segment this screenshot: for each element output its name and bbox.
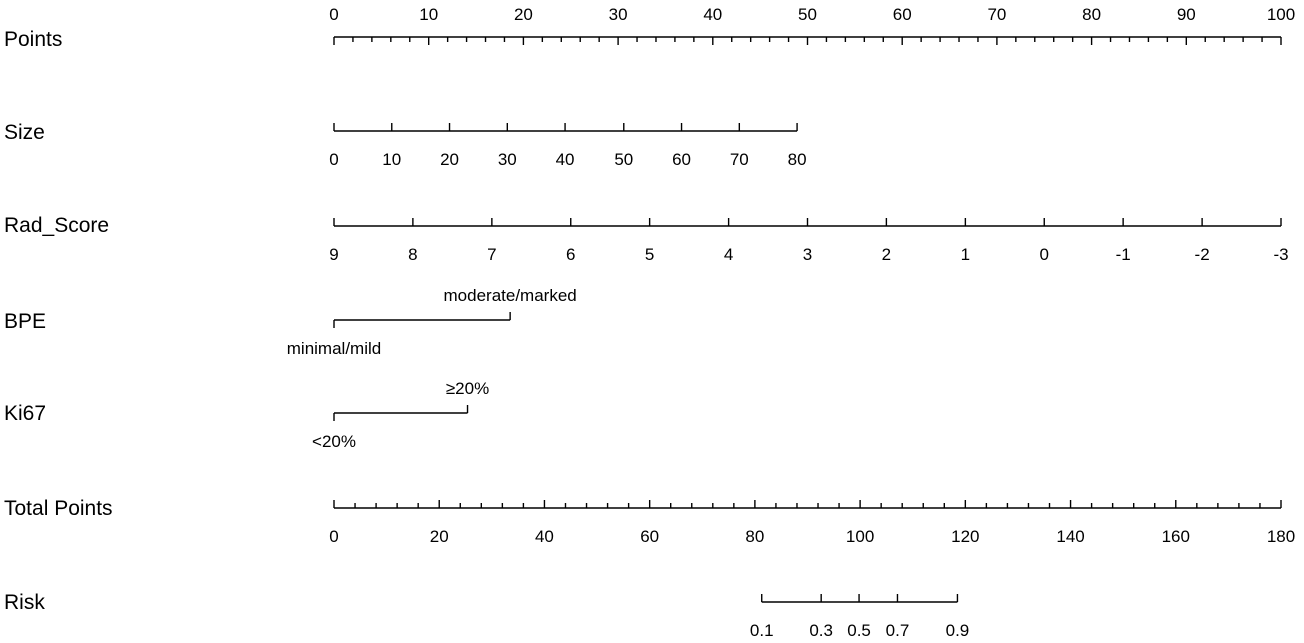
rad-score-tick-label-9: 9 xyxy=(329,245,338,264)
risk-tick-label-0-1: 0.1 xyxy=(750,621,774,640)
row-label-bpe: BPE xyxy=(4,310,46,333)
bpe-level-label-moderate-marked: moderate/marked xyxy=(444,286,577,305)
total-points-tick-label-20: 20 xyxy=(430,527,449,546)
risk-tick-label-0-3: 0.3 xyxy=(809,621,833,640)
points-tick-label-60: 60 xyxy=(893,5,912,24)
total-points-tick-label-160: 160 xyxy=(1162,527,1190,546)
rad-score-tick-label-8: 8 xyxy=(408,245,417,264)
size-tick-label-60: 60 xyxy=(672,150,691,169)
rad-score-tick-label-1: -1 xyxy=(1116,245,1131,264)
row-label-total-points: Total Points xyxy=(4,497,113,520)
rad-score-tick-label-4: 4 xyxy=(724,245,733,264)
ki67-level-label-lt20pct: <20% xyxy=(312,432,356,451)
ki67-level-label-ge20pct: ≥20% xyxy=(446,379,489,398)
size-tick-label-0: 0 xyxy=(329,150,338,169)
risk-tick-label-0-5: 0.5 xyxy=(847,621,871,640)
row-label-points: Points xyxy=(4,28,62,51)
points-tick-label-40: 40 xyxy=(703,5,722,24)
rad-score-tick-label-0: 0 xyxy=(1040,245,1049,264)
points-tick-label-10: 10 xyxy=(419,5,438,24)
size-tick-label-50: 50 xyxy=(614,150,633,169)
row-labels: Points Size Rad_Score BPE Ki67 Total Poi… xyxy=(4,28,113,614)
rad-score-tick-label-2: -2 xyxy=(1195,245,1210,264)
row-label-ki67: Ki67 xyxy=(4,402,46,425)
total-points-tick-label-80: 80 xyxy=(745,527,764,546)
rad-score-tick-label-3: 3 xyxy=(803,245,812,264)
rad-score-tick-label-7: 7 xyxy=(487,245,496,264)
rad-score-tick-label-2: 2 xyxy=(882,245,891,264)
total-points-tick-label-120: 120 xyxy=(951,527,979,546)
points-tick-label-100: 100 xyxy=(1267,5,1295,24)
points-tick-label-0: 0 xyxy=(329,5,338,24)
rad-score-tick-label-1: 1 xyxy=(961,245,970,264)
size-tick-label-80: 80 xyxy=(788,150,807,169)
row-label-size: Size xyxy=(4,121,45,144)
size-tick-label-70: 70 xyxy=(730,150,749,169)
bpe-level-label-minimal-mild: minimal/mild xyxy=(287,339,381,358)
row-label-risk: Risk xyxy=(4,591,45,614)
size-tick-label-40: 40 xyxy=(556,150,575,169)
points-tick-label-70: 70 xyxy=(987,5,1006,24)
points-tick-label-80: 80 xyxy=(1082,5,1101,24)
rad-score-tick-label-5: 5 xyxy=(645,245,654,264)
points-tick-label-20: 20 xyxy=(514,5,533,24)
points-tick-label-50: 50 xyxy=(798,5,817,24)
rad-score-tick-label-3: -3 xyxy=(1273,245,1288,264)
total-points-tick-label-140: 140 xyxy=(1056,527,1084,546)
row-label-rad-score: Rad_Score xyxy=(4,214,109,237)
points-tick-label-30: 30 xyxy=(609,5,628,24)
points-tick-label-90: 90 xyxy=(1177,5,1196,24)
size-tick-label-20: 20 xyxy=(440,150,459,169)
total-points-tick-label-40: 40 xyxy=(535,527,554,546)
total-points-tick-label-180: 180 xyxy=(1267,527,1295,546)
total-points-tick-label-100: 100 xyxy=(846,527,874,546)
size-tick-label-30: 30 xyxy=(498,150,517,169)
rad-score-tick-label-6: 6 xyxy=(566,245,575,264)
size-tick-label-10: 10 xyxy=(382,150,401,169)
risk-tick-label-0-7: 0.7 xyxy=(886,621,910,640)
total-points-tick-label-0: 0 xyxy=(329,527,338,546)
total-points-tick-label-60: 60 xyxy=(640,527,659,546)
risk-tick-label-0-9: 0.9 xyxy=(946,621,970,640)
